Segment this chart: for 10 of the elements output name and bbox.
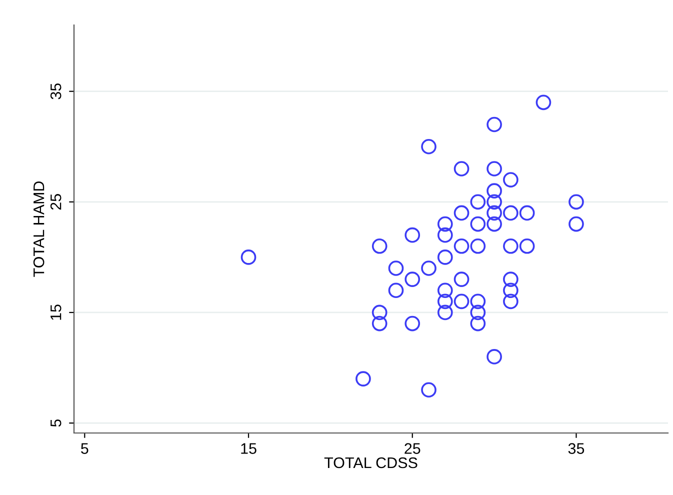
- y-tick-label: 15: [50, 304, 62, 320]
- y-tick-label: 5: [50, 419, 62, 427]
- x-tick-label: 5: [81, 443, 88, 454]
- y-tick-label: 25: [50, 194, 62, 210]
- x-tick-label: 25: [404, 443, 420, 454]
- y-tick-label: 35: [50, 83, 62, 100]
- x-tick-label: 15: [241, 443, 256, 454]
- x-tick-label: 35: [568, 443, 584, 454]
- x-axis-title: TOTAL CDSS: [324, 457, 418, 468]
- y-axis-title: TOTAL HAMD: [33, 181, 44, 277]
